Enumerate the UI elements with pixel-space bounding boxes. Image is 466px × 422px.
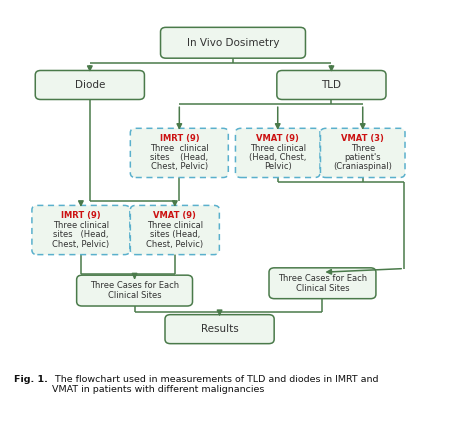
Text: Three clinical: Three clinical <box>53 221 109 230</box>
Text: Diode: Diode <box>75 80 105 90</box>
Text: (Head, Chest,: (Head, Chest, <box>249 153 307 162</box>
FancyBboxPatch shape <box>35 70 144 100</box>
Text: sites    (Head,: sites (Head, <box>150 153 208 162</box>
Text: VMAT (9): VMAT (9) <box>153 211 196 220</box>
Text: The flowchart used in measurements of TLD and diodes in IMRT and
VMAT in patient: The flowchart used in measurements of TL… <box>52 375 378 395</box>
Text: Chest, Pelvic): Chest, Pelvic) <box>151 162 208 171</box>
Text: Three Cases for Each: Three Cases for Each <box>90 281 179 290</box>
FancyBboxPatch shape <box>321 128 405 178</box>
Text: VMAT (3): VMAT (3) <box>341 134 384 143</box>
Text: IMRT (9): IMRT (9) <box>159 134 199 143</box>
FancyBboxPatch shape <box>160 27 306 58</box>
Text: Three  clinical: Three clinical <box>150 144 209 153</box>
Text: Three Cases for Each: Three Cases for Each <box>278 274 367 283</box>
Text: Three clinical: Three clinical <box>147 221 203 230</box>
FancyBboxPatch shape <box>76 275 192 306</box>
Text: Chest, Pelvic): Chest, Pelvic) <box>52 240 110 249</box>
Text: In Vivo Dosimetry: In Vivo Dosimetry <box>187 38 279 48</box>
FancyBboxPatch shape <box>165 315 274 344</box>
FancyBboxPatch shape <box>269 268 376 299</box>
Text: Fig. 1.: Fig. 1. <box>14 375 48 384</box>
Text: sites (Head,: sites (Head, <box>150 230 200 239</box>
Text: (Craniaspinal): (Craniaspinal) <box>333 162 392 171</box>
Text: Three: Three <box>350 144 375 153</box>
Text: Results: Results <box>201 324 239 334</box>
FancyBboxPatch shape <box>235 128 320 178</box>
Text: sites   (Head,: sites (Head, <box>53 230 109 239</box>
Text: patient's: patient's <box>344 153 381 162</box>
Text: Chest, Pelvic): Chest, Pelvic) <box>146 240 203 249</box>
FancyBboxPatch shape <box>32 206 130 254</box>
Text: Clinical Sites: Clinical Sites <box>108 291 161 300</box>
Text: IMRT (9): IMRT (9) <box>61 211 101 220</box>
Text: Pelvic): Pelvic) <box>264 162 292 171</box>
FancyBboxPatch shape <box>277 70 386 100</box>
Text: Clinical Sites: Clinical Sites <box>295 284 350 292</box>
Text: VMAT (9): VMAT (9) <box>256 134 299 143</box>
Text: Three clinical: Three clinical <box>250 144 306 153</box>
FancyBboxPatch shape <box>130 128 228 178</box>
FancyBboxPatch shape <box>130 206 219 254</box>
Text: TLD: TLD <box>322 80 342 90</box>
